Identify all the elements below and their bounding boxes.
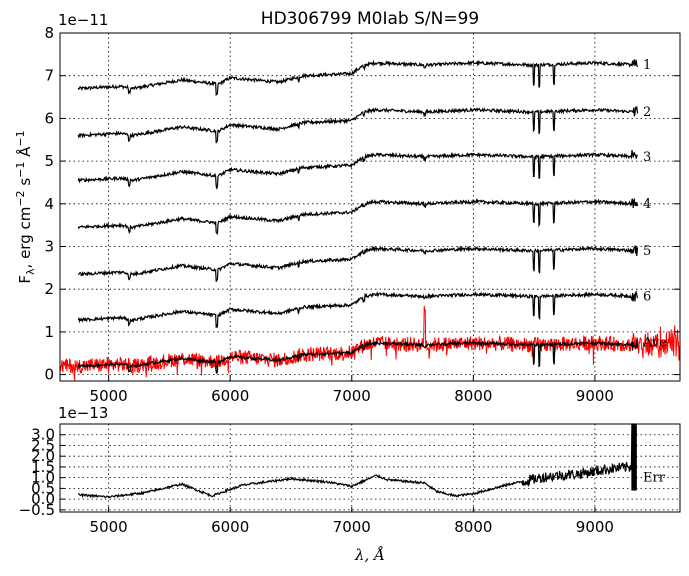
chart-title: HD306799 M0Iab S/N=99 bbox=[261, 9, 479, 29]
series-5-line bbox=[78, 244, 639, 282]
top-grid bbox=[60, 32, 680, 381]
bottom-ytick-label: 0.5 bbox=[31, 479, 55, 497]
top-ylabel: Fλ, erg cm−2 s−1 Å−1 bbox=[14, 130, 37, 283]
bottom-ytick-label: 3.0 bbox=[31, 426, 55, 444]
top-ytick-label: 6 bbox=[44, 109, 54, 127]
bottom-ytick-label: 0.0 bbox=[31, 490, 55, 508]
series-1-label: 1 bbox=[643, 58, 651, 73]
series-1-line bbox=[77, 59, 639, 97]
series-2-label: 2 bbox=[643, 105, 651, 120]
bottom-xtick-label: 9000 bbox=[576, 518, 614, 536]
bottom-ytick-label: −0.5 bbox=[19, 501, 55, 519]
top-offset-text: 1e−11 bbox=[58, 11, 108, 29]
bottom-ticks: 5000 6000 7000 8000 9000 −0.50.00.51.01.52.02… bbox=[19, 426, 614, 536]
bottom-xlabel: λ, Å bbox=[354, 546, 385, 564]
top-series: 1 2 3 4 5 6 Ave bbox=[59, 58, 681, 381]
series-2-line bbox=[77, 105, 639, 144]
series-6-label: 6 bbox=[643, 289, 651, 304]
top-ytick-label: 3 bbox=[44, 237, 54, 255]
bottom-offset-text: 1e−13 bbox=[58, 404, 108, 422]
series-3-label: 3 bbox=[643, 150, 651, 165]
bottom-series: Err bbox=[77, 423, 666, 499]
top-ytick-label: 0 bbox=[44, 366, 54, 384]
top-xtick-label: 5000 bbox=[90, 387, 128, 405]
top-ytick-label: 1 bbox=[44, 323, 54, 341]
bottom-xtick-label: 6000 bbox=[211, 518, 249, 536]
series-Ave-line bbox=[77, 339, 639, 375]
top-plot-frame bbox=[59, 32, 681, 382]
top-ticks: 0 1 2 3 4 5 6 7 8 5000 6000 7000 8000 9000 bbox=[44, 24, 680, 405]
top-ytick-label: 2 bbox=[44, 280, 54, 298]
bottom-ytick-label: 2.0 bbox=[31, 447, 55, 465]
bottom-ytick-label: 2.5 bbox=[31, 436, 55, 454]
bottom-panel: Err 5000 6000 7000 8000 9000 −0.50.00.51.01.5… bbox=[19, 404, 681, 564]
top-ytick-label: 5 bbox=[44, 152, 54, 170]
bottom-ytick-label: 1.5 bbox=[31, 458, 55, 476]
top-ytick-label: 7 bbox=[44, 67, 54, 85]
top-xtick-label: 8000 bbox=[454, 387, 492, 405]
series-err-label: Err bbox=[643, 471, 666, 486]
bottom-xtick-label: 8000 bbox=[454, 518, 492, 536]
bottom-ytick-label: 1.0 bbox=[31, 469, 55, 487]
series-4-line bbox=[77, 197, 639, 235]
top-xtick-label: 6000 bbox=[211, 387, 249, 405]
series-3-line bbox=[77, 150, 639, 190]
series-err-line bbox=[77, 423, 635, 499]
series-6-line bbox=[77, 290, 639, 329]
top-ytick-label: 4 bbox=[44, 195, 54, 213]
series-5-label: 5 bbox=[643, 244, 651, 259]
bottom-grid bbox=[60, 424, 680, 512]
top-ytick-label: 8 bbox=[44, 24, 54, 42]
bottom-plot-frame bbox=[59, 423, 681, 513]
bottom-xtick-label: 5000 bbox=[90, 518, 128, 536]
series-err-spike bbox=[631, 424, 637, 491]
series-4-label: 4 bbox=[643, 197, 651, 212]
bottom-xtick-label: 7000 bbox=[333, 518, 371, 536]
series-Ave-label: Ave bbox=[642, 336, 667, 351]
top-xtick-label: 9000 bbox=[576, 387, 614, 405]
top-xtick-label: 7000 bbox=[333, 387, 371, 405]
